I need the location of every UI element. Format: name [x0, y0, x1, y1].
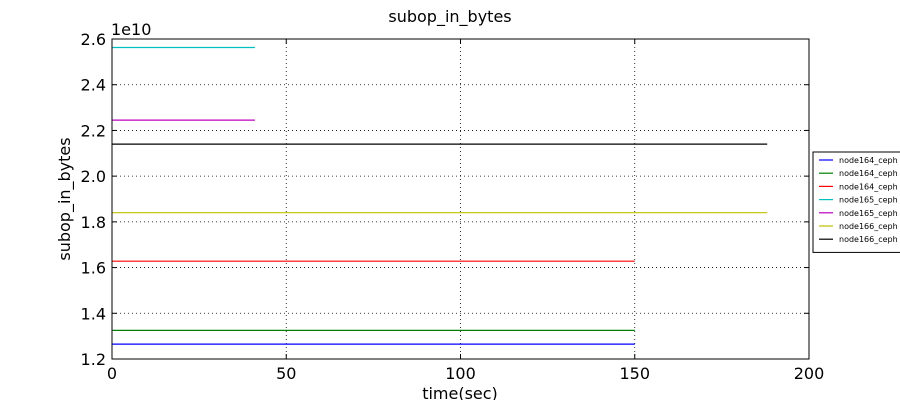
y-tick-label: 1.2 — [81, 350, 106, 369]
legend-box — [812, 151, 900, 253]
chart-title: subop_in_bytes — [388, 7, 511, 27]
x-tick-label: 200 — [794, 364, 825, 383]
x-tick-label: 50 — [276, 364, 296, 383]
x-tick-label: 0 — [107, 364, 117, 383]
y-axis-label: subop_in_bytes — [55, 137, 75, 260]
y-tick-label: 1.8 — [81, 213, 106, 232]
grid-lines — [112, 39, 809, 359]
y-tick-label: 1.6 — [81, 259, 106, 278]
legend: node164_ceph node164_ceph node164_cephnode… — [812, 151, 900, 253]
legend-label: node164_ceph — [839, 156, 898, 165]
y-tick-label: 2.6 — [81, 30, 106, 49]
series-lines — [112, 46, 768, 345]
legend-label: node164_ceph — [839, 169, 898, 178]
y-tick-label: 2.2 — [81, 121, 106, 140]
x-tick-label: 100 — [445, 364, 476, 383]
legend-label: node165_ceph — [839, 196, 898, 205]
legend-label: node166_ceph — [839, 222, 898, 231]
y-tick-label: 1.4 — [81, 304, 106, 323]
axis-ticks: 0 50 100 150 200 1.2 1.4 1.6 1.8 2.0 2.2 2.4 2.6 — [81, 30, 825, 383]
y-tick-label: 2.0 — [81, 167, 106, 186]
y-offset-label: 1e10 — [111, 20, 151, 39]
x-axis-label: time(sec) — [422, 384, 498, 400]
legend-label: node165_ceph — [839, 209, 898, 218]
x-tick-label: 150 — [619, 364, 650, 383]
y-tick-label: 2.4 — [81, 76, 106, 95]
legend-label: node166_ceph — [839, 235, 898, 244]
legend-label: node164_ceph — [839, 182, 898, 191]
